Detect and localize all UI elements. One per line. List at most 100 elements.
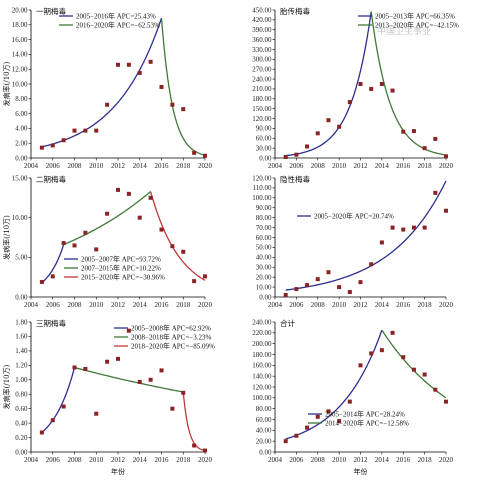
x-tick-label: 2020 bbox=[439, 456, 454, 464]
series-line-1 bbox=[285, 329, 383, 440]
y-tick-label: 0.60 bbox=[15, 405, 28, 413]
y-tick-label: 110.00 bbox=[253, 184, 272, 192]
x-tick-label: 2014 bbox=[375, 456, 390, 464]
y-tick-label: 240.00 bbox=[252, 318, 272, 326]
x-tick-label: 2012 bbox=[354, 162, 369, 170]
y-tick-label: 200.00 bbox=[252, 340, 272, 348]
x-axis-label: 年份 bbox=[354, 467, 368, 476]
x-tick-label: 2014 bbox=[375, 162, 390, 170]
data-point bbox=[390, 88, 395, 93]
data-point bbox=[422, 372, 427, 377]
x-tick-label: 2006 bbox=[46, 301, 61, 309]
data-point bbox=[61, 241, 66, 246]
x-tick-label: 2016 bbox=[396, 162, 411, 170]
data-point bbox=[283, 439, 288, 444]
legend-label: 2008−2018年 APC=−3.23% bbox=[131, 332, 211, 341]
series-line-2 bbox=[370, 11, 447, 156]
data-point bbox=[326, 409, 331, 414]
data-point bbox=[159, 368, 164, 373]
data-point bbox=[148, 59, 153, 64]
data-point bbox=[294, 152, 299, 157]
x-tick-label: 2008 bbox=[311, 301, 326, 309]
data-point bbox=[369, 86, 374, 91]
series-line-3 bbox=[182, 391, 206, 452]
x-tick-label: 2016 bbox=[396, 301, 411, 309]
y-tick-label: 30.00 bbox=[256, 144, 272, 152]
data-point bbox=[159, 84, 164, 89]
y-tick-label: 80.00 bbox=[256, 214, 272, 222]
data-point bbox=[105, 359, 110, 364]
legend-label: 2005−2008年 APC=62.92% bbox=[131, 323, 211, 332]
y-tick-label: 90.00 bbox=[256, 204, 272, 212]
data-point bbox=[39, 145, 44, 150]
x-tick-label: 2020 bbox=[439, 162, 454, 170]
series-line-1 bbox=[285, 180, 447, 291]
y-tick-label: 60.00 bbox=[256, 416, 272, 424]
data-point bbox=[83, 366, 88, 371]
data-point bbox=[126, 62, 131, 67]
x-tick-label: 2012 bbox=[111, 301, 126, 309]
data-point bbox=[315, 277, 320, 282]
y-tick-label: 450.00 bbox=[252, 6, 272, 14]
data-point bbox=[358, 363, 363, 368]
series-line-1 bbox=[41, 367, 76, 433]
chart-title: 胎传梅毒 bbox=[280, 6, 310, 16]
y-tick-label: 30.00 bbox=[256, 264, 272, 272]
x-tick-label: 2008 bbox=[68, 456, 83, 464]
data-point bbox=[105, 102, 110, 107]
y-tick-label: 8.00 bbox=[15, 95, 28, 103]
data-point bbox=[105, 211, 110, 216]
data-point bbox=[337, 285, 342, 290]
data-point bbox=[369, 262, 374, 267]
data-point bbox=[390, 225, 395, 230]
y-tick-label: 150.00 bbox=[252, 105, 272, 113]
data-point bbox=[72, 365, 77, 370]
series-line-1 bbox=[41, 244, 65, 284]
x-tick-label: 2004 bbox=[268, 162, 283, 170]
x-tick-label: 2016 bbox=[155, 301, 170, 309]
legend-label: 2015−2020年 APC=−30.96% bbox=[81, 272, 165, 281]
data-point bbox=[94, 411, 99, 416]
x-tick-label: 2006 bbox=[289, 162, 304, 170]
x-tick-label: 2008 bbox=[311, 162, 326, 170]
data-point bbox=[137, 70, 142, 75]
data-point bbox=[379, 240, 384, 245]
x-tick-label: 2008 bbox=[68, 301, 83, 309]
y-tick-label: 10.00 bbox=[256, 283, 272, 291]
x-tick-label: 2016 bbox=[155, 456, 170, 464]
y-tick-label: 10.00 bbox=[12, 80, 28, 88]
y-tick-label: 0.00 bbox=[15, 154, 28, 162]
y-tick-label: 10.00 bbox=[12, 214, 28, 222]
x-tick-label: 2014 bbox=[133, 301, 148, 309]
data-point bbox=[326, 118, 331, 123]
y-tick-label: 180.00 bbox=[252, 95, 272, 103]
x-tick-label: 2020 bbox=[198, 456, 213, 464]
y-tick-label: 60.00 bbox=[256, 135, 272, 143]
x-tick-label: 2018 bbox=[176, 301, 191, 309]
x-axis-label: 年份 bbox=[111, 467, 125, 476]
chart-panel-5: 0.00 0.20 0.40 0.60 0.80 1.00 1.20 1.40 1.60 1.80… bbox=[2, 318, 215, 476]
x-tick-label: 2006 bbox=[289, 456, 304, 464]
x-tick-label: 2018 bbox=[418, 162, 433, 170]
y-tick-label: 120.00 bbox=[252, 383, 272, 391]
y-axis-label: 发病率(/10万) bbox=[2, 364, 11, 409]
y-tick-label: 0.00 bbox=[15, 293, 28, 301]
data-point bbox=[94, 247, 99, 252]
y-tick-label: 1.40 bbox=[15, 347, 28, 355]
data-point bbox=[283, 155, 288, 160]
x-tick-label: 2008 bbox=[311, 456, 326, 464]
chart-title: 合计 bbox=[280, 318, 295, 328]
y-tick-label: 420.00 bbox=[252, 16, 272, 24]
y-tick-label: 1.60 bbox=[15, 333, 28, 341]
data-point bbox=[170, 406, 175, 411]
x-tick-label: 2012 bbox=[354, 456, 369, 464]
y-tick-label: 0.00 bbox=[259, 293, 272, 301]
data-point bbox=[203, 153, 207, 158]
y-tick-label: 390.00 bbox=[252, 26, 272, 34]
series-line-1 bbox=[41, 17, 163, 148]
data-point bbox=[305, 144, 310, 149]
y-tick-label: 90.00 bbox=[256, 125, 272, 133]
x-tick-label: 2010 bbox=[332, 301, 347, 309]
